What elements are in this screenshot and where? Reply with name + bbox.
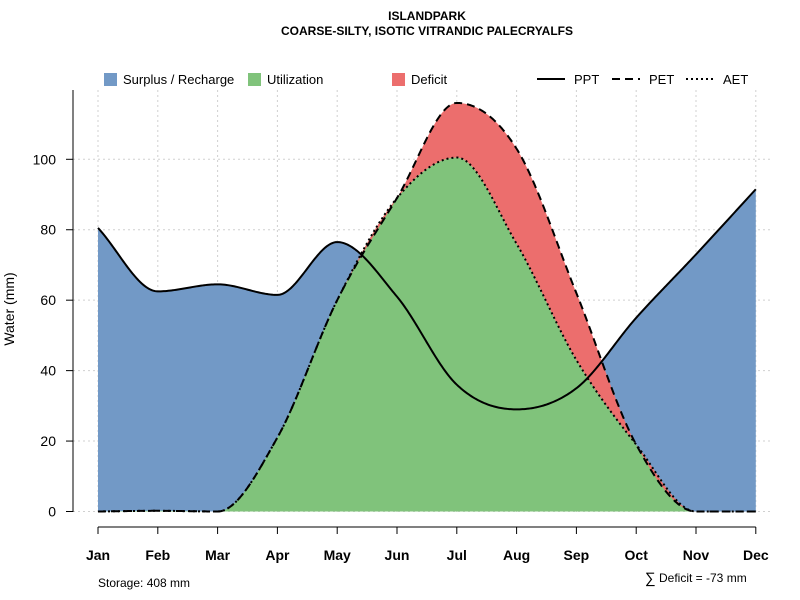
x-tick-label: Jun: [385, 547, 410, 563]
legend-label: Deficit: [411, 72, 448, 87]
legend-label: AET: [723, 72, 748, 87]
sum-symbol: ∑: [645, 570, 656, 587]
area-layer: [98, 102, 756, 512]
y-tick-label: 100: [33, 151, 57, 167]
legend-label: PPT: [574, 72, 599, 87]
y-tick-label: 80: [40, 222, 56, 238]
legend-swatch: [248, 73, 261, 86]
x-tick-label: Jan: [86, 547, 110, 563]
x-tick-label: Mar: [205, 547, 230, 563]
chart-title: ISLANDPARK: [388, 9, 466, 23]
x-tick-label: May: [324, 547, 351, 563]
x-tick-label: Oct: [625, 547, 649, 563]
legend-label: Surplus / Recharge: [123, 72, 234, 87]
x-tick-label: Dec: [743, 547, 769, 563]
x-tick-label: Apr: [265, 547, 290, 563]
legend-label: Utilization: [267, 72, 323, 87]
y-tick-label: 60: [40, 292, 56, 308]
x-tick-label: Feb: [145, 547, 170, 563]
x-tick-label: Aug: [503, 547, 530, 563]
storage-annotation: Storage: 408 mm: [98, 576, 190, 590]
y-tick-label: 20: [40, 433, 56, 449]
legend-swatch: [392, 73, 405, 86]
x-tick-label: Jul: [447, 547, 467, 563]
x-tick-label: Sep: [564, 547, 590, 563]
line-ppt: [97, 188, 757, 411]
x-tick-label: Nov: [683, 547, 710, 563]
line-layer: [97, 101, 757, 513]
legend-label: PET: [649, 72, 674, 87]
line-pet: [97, 101, 756, 513]
y-axis-label: Water (mm): [1, 272, 17, 345]
legend-swatch: [104, 73, 117, 86]
axes: 0 20 40 60 80 100 Jan Feb Mar Apr May Jun Jul Aug Sep O…: [33, 90, 769, 563]
chart-subtitle: COARSE-SILTY, ISOTIC VITRANDIC PALECRYAL…: [281, 24, 573, 38]
legend: Surplus / Recharge Utilization Deficit PPT P…: [104, 72, 748, 87]
y-tick-label: 0: [48, 504, 56, 520]
deficit-annotation: Deficit = -73 mm: [659, 571, 747, 585]
y-tick-label: 40: [40, 363, 56, 379]
area-utilization: [98, 157, 756, 512]
